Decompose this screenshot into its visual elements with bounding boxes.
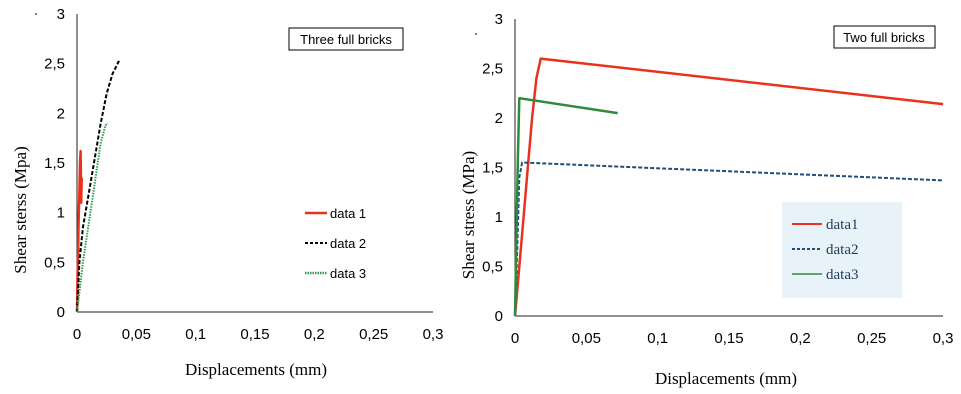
- chart-title-box: [833, 25, 936, 49]
- x-tick-label: 0,3: [933, 330, 954, 347]
- y-tick-label: 2,5: [482, 61, 503, 78]
- x-tick-label: 0,1: [185, 326, 206, 343]
- chart-three-full-bricks: 0 0,05 0,1 0,15 0,2 0,25 0,3 0 0,5 1 1,5 2 2,5 3 Thre…: [11, 6, 443, 379]
- x-tick-label: 0: [73, 326, 81, 343]
- x-axis-label: Displacements (mm): [655, 369, 797, 388]
- y-tick-label: 0,5: [482, 259, 503, 276]
- y-tick-label: 2: [495, 110, 503, 127]
- x-tick-label: 0,25: [359, 326, 388, 343]
- chart-two-full-bricks: 0 0,05 0,1 0,15 0,2 0,25 0,3 0 0,5 1 1,5 2 2,5 3 Two …: [459, 11, 953, 388]
- y-axis-label: Shear sterss (Mpa): [11, 146, 30, 273]
- x-tick-label: 0,15: [714, 330, 743, 347]
- x-tick-label: 0,05: [122, 326, 151, 343]
- stray-dot: [35, 13, 37, 15]
- x-tick-label: 0,3: [423, 326, 444, 343]
- y-tick-label: 0,5: [44, 254, 65, 271]
- chart-title: Two full bricks: [843, 30, 925, 45]
- series-line-data-1: [75, 149, 83, 313]
- legend-label-data2: data2: [826, 242, 858, 258]
- y-tick-label: 2,5: [44, 56, 65, 73]
- y-tick-label: 1,5: [44, 155, 65, 172]
- y-tick-label: 2: [57, 105, 65, 122]
- y-tick-label: 1: [495, 209, 503, 226]
- y-tick-label: 0: [57, 304, 65, 321]
- y-tick-label: 1: [57, 205, 65, 222]
- series-line-data-3: [76, 122, 109, 313]
- series-line-data3: [513, 96, 618, 317]
- legend-label-data-2: data 2: [330, 236, 366, 251]
- x-tick-label: 0,2: [304, 326, 325, 343]
- y-axis-label: Shear stress (MPa): [459, 151, 478, 279]
- y-tick-label: 3: [495, 11, 503, 28]
- series-line-data1: [513, 57, 944, 317]
- y-tick-label: 0: [495, 308, 503, 325]
- series-line-data-2: [76, 60, 122, 313]
- legend-label-data1: data1: [826, 217, 858, 233]
- legend-label-data-1: data 1: [330, 206, 366, 221]
- x-tick-label: 0,1: [647, 330, 668, 347]
- legend-label-data3: data3: [826, 267, 858, 283]
- x-tick-label: 0,05: [572, 330, 601, 347]
- x-tick-label: 0,25: [857, 330, 886, 347]
- x-tick-label: 0,2: [790, 330, 811, 347]
- chart-title-box: [288, 27, 404, 51]
- y-tick-label: 1,5: [482, 160, 503, 177]
- chart-title: Three full bricks: [300, 32, 392, 47]
- stray-dot: [475, 33, 477, 35]
- legend: data1 data2 data3: [782, 202, 902, 298]
- legend-label-data-3: data 3: [330, 266, 366, 281]
- x-tick-label: 0,15: [240, 326, 269, 343]
- x-tick-label: 0: [511, 330, 519, 347]
- legend: data 1 data 2 data 3: [305, 206, 366, 281]
- y-tick-label: 3: [57, 6, 65, 23]
- x-axis-label: Displacements (mm): [185, 360, 327, 379]
